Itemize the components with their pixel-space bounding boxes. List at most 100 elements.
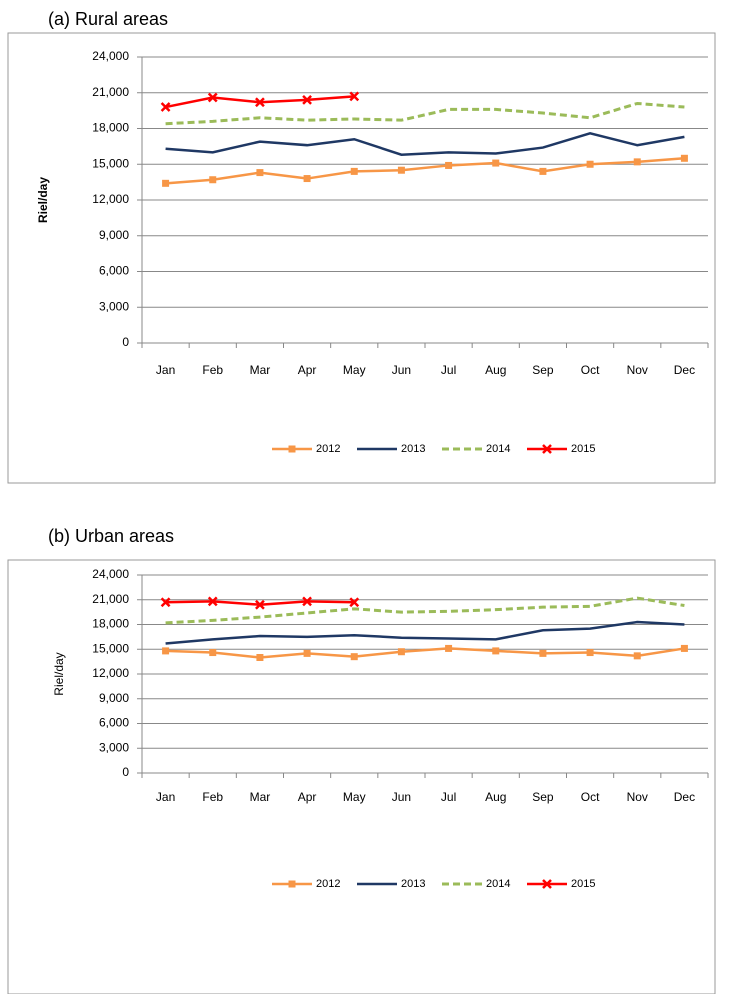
marker: [680, 154, 688, 162]
x-tick-label: Jun: [392, 790, 411, 804]
marker: [586, 160, 594, 168]
marker: [303, 649, 311, 657]
y-tick-label: 3,000: [99, 740, 129, 754]
x-tick-label: Jan: [156, 790, 175, 804]
y-tick-label: 0: [122, 765, 129, 779]
x-tick-label: Jul: [441, 790, 456, 804]
x-tick-label: Jan: [156, 363, 175, 377]
legend-label: 2015: [571, 443, 595, 455]
y-tick-label: 12,000: [92, 666, 129, 680]
x-tick-label: Mar: [250, 790, 271, 804]
marker: [349, 597, 360, 608]
y-tick-label: 24,000: [92, 49, 129, 63]
x-tick-label: Oct: [581, 790, 600, 804]
x-tick-label: Apr: [298, 363, 317, 377]
series-line: [165, 101, 685, 126]
x-tick-label: May: [343, 790, 366, 804]
y-tick-label: 6,000: [99, 716, 129, 730]
x-tick-label: Dec: [674, 790, 695, 804]
marker: [207, 92, 218, 103]
series-line: [165, 157, 685, 185]
marker: [256, 169, 264, 177]
y-tick-label: 24,000: [92, 567, 129, 581]
series-line: [165, 620, 685, 645]
marker: [586, 649, 594, 657]
marker: [542, 444, 552, 454]
marker: [492, 159, 500, 167]
y-tick-label: 15,000: [92, 641, 129, 655]
marker: [397, 166, 405, 174]
marker: [162, 179, 170, 187]
y-tick-label: 18,000: [92, 617, 129, 631]
marker: [302, 596, 312, 607]
marker: [160, 597, 171, 608]
marker: [539, 167, 547, 175]
marker: [255, 599, 265, 610]
y-tick-label: 15,000: [92, 156, 129, 170]
x-tick-label: Nov: [627, 790, 648, 804]
x-tick-label: Apr: [298, 790, 317, 804]
x-tick-label: Mar: [250, 363, 271, 377]
marker: [350, 167, 358, 175]
y-tick-label: 21,000: [92, 85, 129, 99]
legend-label: 2012: [316, 443, 340, 455]
marker: [162, 647, 170, 655]
x-tick-label: May: [343, 363, 366, 377]
marker: [255, 97, 265, 108]
marker: [160, 102, 171, 112]
marker: [350, 653, 358, 661]
marker: [633, 652, 641, 660]
chart-title: (a) Rural areas: [48, 9, 168, 29]
series-line: [165, 596, 685, 625]
marker: [542, 879, 552, 889]
x-tick-label: Oct: [581, 363, 600, 377]
x-tick-label: Aug: [485, 790, 506, 804]
y-tick-label: 3,000: [99, 299, 129, 313]
marker: [397, 648, 405, 656]
legend-label: 2013: [401, 878, 425, 890]
x-tick-label: Jun: [392, 363, 411, 377]
chart-title: (b) Urban areas: [48, 526, 174, 546]
marker: [633, 158, 641, 166]
x-tick-label: Dec: [674, 363, 695, 377]
marker: [445, 644, 453, 652]
marker: [256, 654, 264, 661]
marker: [207, 596, 218, 607]
legend-label: 2015: [571, 878, 595, 890]
y-tick-label: 9,000: [99, 228, 129, 242]
marker: [288, 880, 296, 888]
y-axis-label: Riel/day: [36, 177, 50, 223]
marker: [349, 91, 360, 102]
y-tick-label: 0: [122, 335, 129, 349]
marker: [445, 161, 453, 169]
marker: [209, 176, 217, 184]
marker: [680, 644, 688, 652]
x-tick-label: Feb: [202, 790, 223, 804]
y-axis-label: Riel/day: [52, 652, 66, 695]
marker: [209, 649, 217, 657]
y-tick-label: 18,000: [92, 121, 129, 135]
y-tick-label: 21,000: [92, 592, 129, 606]
y-tick-label: 12,000: [92, 192, 129, 206]
x-tick-label: Sep: [532, 363, 554, 377]
marker: [539, 649, 547, 657]
x-tick-label: Feb: [202, 363, 223, 377]
marker: [288, 445, 296, 453]
chart-frame: [7, 32, 716, 484]
x-tick-label: Aug: [485, 363, 506, 377]
chart-frame: [7, 559, 716, 994]
legend-label: 2013: [401, 443, 425, 455]
legend-label: 2012: [316, 878, 340, 890]
series-line: [165, 647, 685, 659]
y-tick-label: 6,000: [99, 264, 129, 278]
x-tick-label: Jul: [441, 363, 456, 377]
y-tick-label: 9,000: [99, 691, 129, 705]
x-tick-label: Nov: [627, 363, 648, 377]
legend-label: 2014: [486, 878, 510, 890]
x-tick-label: Sep: [532, 790, 554, 804]
marker: [303, 175, 311, 183]
legend-label: 2014: [486, 443, 510, 455]
marker: [492, 647, 500, 655]
